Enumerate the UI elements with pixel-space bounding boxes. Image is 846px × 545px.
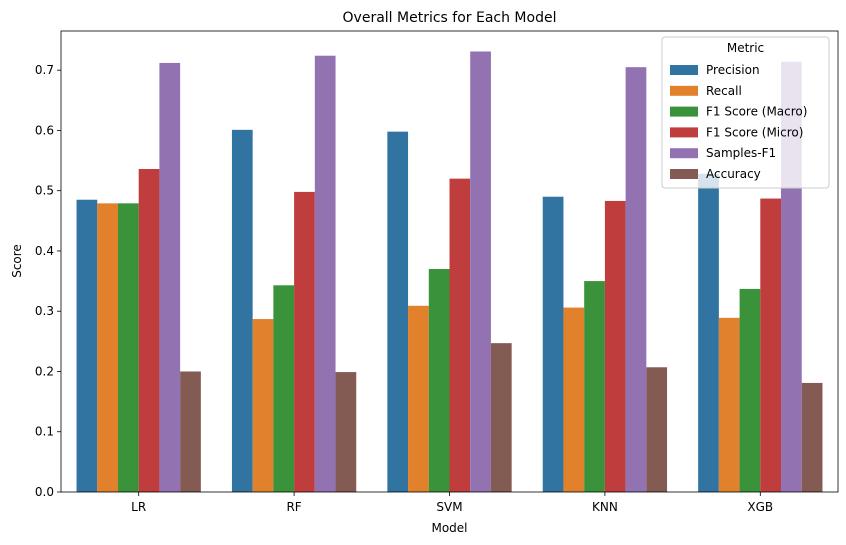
legend-swatch: [670, 169, 698, 179]
bar-precision-svm: [387, 131, 409, 492]
bar-samples-f1-knn: [625, 67, 647, 492]
bar-accuracy-knn: [646, 367, 668, 492]
bar-f1-score-micro-knn: [604, 200, 626, 492]
bar-f1-score-macro-knn: [584, 281, 605, 492]
x-tick-label: RF: [286, 500, 301, 514]
legend-label: F1 Score (Micro): [706, 125, 803, 139]
legend-label: Accuracy: [706, 167, 761, 181]
x-tick-label: XGB: [747, 500, 773, 514]
bar-f1-score-macro-xgb: [739, 288, 761, 492]
bar-f1-score-micro-rf: [294, 191, 315, 492]
bar-precision-lr: [76, 199, 98, 493]
bar-f1-score-micro-xgb: [760, 198, 782, 492]
y-tick-label: 0.0: [35, 485, 54, 499]
y-tick-label: 0.6: [35, 123, 54, 137]
bar-samples-f1-rf: [314, 55, 336, 493]
bar-samples-f1-svm: [470, 51, 491, 493]
chart-title: Overall Metrics for Each Model: [343, 10, 557, 26]
bar-accuracy-lr: [180, 371, 201, 492]
x-axis-title: Model: [431, 521, 467, 535]
y-tick-label: 0.2: [35, 364, 54, 378]
legend-label: F1 Score (Macro): [706, 105, 807, 119]
bar-f1-score-macro-rf: [273, 285, 295, 492]
y-tick-label: 0.7: [35, 63, 54, 77]
legend: Metric Precision Recall F1 Score (Macro) F1 …: [661, 36, 830, 189]
bar-recall-xgb: [718, 317, 740, 492]
y-tick-label: 0.4: [35, 244, 54, 258]
y-tick-label: 0.5: [35, 184, 54, 198]
bar-f1-score-macro-lr: [117, 203, 139, 492]
bar-f1-score-micro-svm: [449, 178, 471, 492]
x-tick-label: KNN: [592, 500, 618, 514]
bar-recall-knn: [563, 307, 585, 492]
bar-recall-lr: [97, 203, 118, 492]
bar-precision-knn: [542, 196, 564, 492]
legend-swatch: [670, 65, 698, 75]
legend-swatch: [670, 106, 698, 117]
legend-title: Metric: [727, 41, 764, 55]
bar-samples-f1-lr: [159, 62, 181, 492]
legend-label: Recall: [706, 84, 742, 98]
bar-f1-score-macro-svm: [428, 269, 450, 492]
legend-label: Samples-F1: [706, 146, 776, 160]
x-tick-label: LR: [131, 500, 146, 514]
y-tick-label: 0.1: [35, 425, 54, 439]
bar-recall-svm: [408, 305, 429, 492]
bar-f1-score-micro-lr: [138, 169, 160, 492]
bar-precision-xgb: [698, 173, 719, 492]
legend-swatch: [670, 148, 698, 159]
legend-label: Precision: [706, 63, 760, 77]
bar-accuracy-rf: [335, 372, 357, 492]
bar-accuracy-xgb: [801, 382, 823, 492]
legend-swatch: [670, 85, 698, 96]
y-axis-title: Score: [10, 244, 24, 278]
bar-recall-rf: [252, 319, 274, 492]
y-tick-label: 0.3: [35, 304, 54, 318]
bar-precision-rf: [231, 129, 253, 492]
legend-swatch: [670, 127, 698, 138]
axes-layer: 0.0 0.1 0.2 0.3 0.4 0.5 0.6 0.7 LR RF SVM KNN XGB: [35, 30, 839, 514]
bar-accuracy-svm: [490, 343, 512, 492]
legend-box: [661, 36, 830, 189]
x-tick-label: SVM: [436, 500, 462, 514]
